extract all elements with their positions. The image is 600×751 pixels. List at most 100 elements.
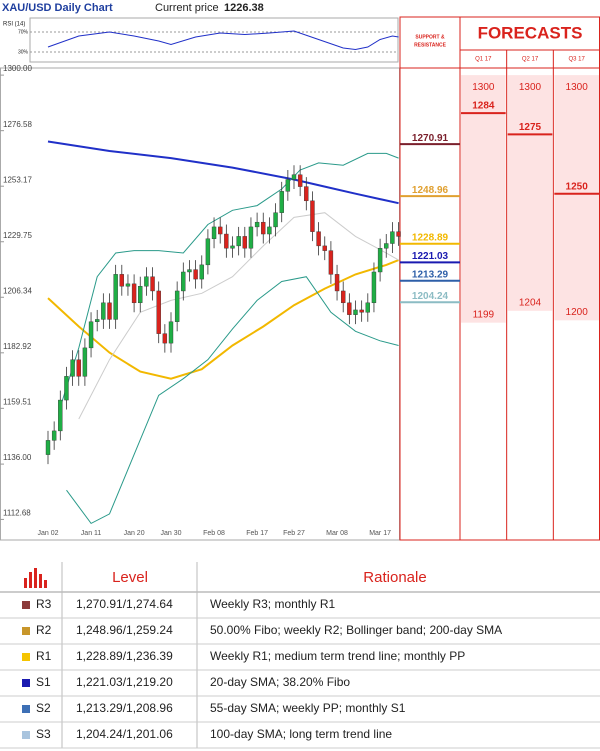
candle-body bbox=[150, 276, 155, 292]
candle-body bbox=[242, 236, 248, 249]
y-tick-label: 1182.92 bbox=[3, 342, 32, 351]
candle-body bbox=[230, 245, 235, 249]
candle-body bbox=[328, 250, 334, 275]
row-label: S2 bbox=[36, 701, 51, 715]
candle-body bbox=[45, 440, 51, 455]
y-tick-label: 1300.00 bbox=[3, 64, 32, 73]
candle-body bbox=[119, 274, 125, 287]
y-tick-label: 1276.58 bbox=[3, 120, 32, 129]
x-tick-label: Feb 27 bbox=[283, 530, 305, 537]
table-header: Level bbox=[112, 569, 148, 586]
candle-body bbox=[107, 302, 112, 320]
candle-body bbox=[70, 359, 75, 377]
x-tick-label: Jan 20 bbox=[124, 530, 145, 537]
indicator-line bbox=[66, 276, 399, 525]
candle-body bbox=[174, 290, 180, 322]
candle-body bbox=[322, 245, 327, 251]
candle-body bbox=[82, 347, 88, 377]
candle-body bbox=[156, 290, 161, 334]
candle-body bbox=[193, 269, 198, 280]
candle-body bbox=[371, 271, 377, 304]
rsi-tick-label: 70% bbox=[18, 29, 29, 35]
candle-body bbox=[359, 309, 364, 313]
row-rationale: 50.00% Fibo; weekly R2; Bollinger band; … bbox=[210, 623, 502, 637]
forecast-period: Q2 17 bbox=[522, 57, 539, 63]
y-tick-label: 1229.75 bbox=[3, 231, 32, 240]
chart-title: XAU/USD Daily Chart bbox=[2, 2, 113, 14]
swatch bbox=[22, 679, 30, 687]
y-tick-label: 1253.17 bbox=[3, 175, 32, 184]
candle-body bbox=[353, 309, 358, 315]
levels-title: RESISTANCE bbox=[414, 42, 447, 48]
level-label: 1221.03 bbox=[412, 251, 449, 262]
levels-title: SUPPORT & bbox=[415, 34, 445, 40]
price-label: Current price bbox=[155, 2, 219, 14]
indicator-line bbox=[47, 30, 399, 51]
candle-body bbox=[236, 236, 241, 247]
candle-body bbox=[254, 221, 260, 228]
row-label: S1 bbox=[36, 675, 51, 689]
forecasts-title: FORECASTS bbox=[478, 23, 583, 42]
row-level: 1,213.29/1,208.96 bbox=[76, 701, 173, 715]
row-label: S3 bbox=[36, 727, 51, 741]
candle-body bbox=[285, 179, 291, 192]
forecast-high-label: 1284 bbox=[472, 101, 495, 112]
y-tick-label: 1206.34 bbox=[3, 286, 32, 295]
forecast-period: Q3 17 bbox=[568, 57, 585, 63]
forecast-high-label: 1250 bbox=[566, 181, 589, 192]
candle-body bbox=[365, 302, 370, 313]
row-label: R2 bbox=[36, 623, 52, 637]
x-tick-label: Jan 02 bbox=[37, 530, 58, 537]
row-label: R1 bbox=[36, 649, 52, 663]
swatch bbox=[22, 601, 30, 609]
table-header: Rationale bbox=[363, 569, 426, 586]
candle-body bbox=[316, 231, 321, 247]
x-tick-label: Mar 17 bbox=[369, 530, 391, 537]
rsi-tick-label: 30% bbox=[18, 49, 29, 55]
x-tick-label: Mar 08 bbox=[326, 530, 348, 537]
candle-body bbox=[261, 221, 266, 235]
candle-body bbox=[248, 226, 254, 249]
forecast-low-label: 1200 bbox=[566, 307, 589, 318]
y-tick-label: 1112.68 bbox=[3, 509, 31, 518]
candle-body bbox=[217, 226, 223, 235]
candle-body bbox=[291, 174, 297, 180]
forecast-high-label: 1275 bbox=[519, 122, 542, 133]
candle-body bbox=[334, 274, 340, 292]
candle-body bbox=[138, 286, 143, 304]
candle-body bbox=[341, 290, 346, 304]
forecast-range bbox=[507, 75, 553, 311]
candle-body bbox=[187, 269, 192, 273]
level-label: 1204.24 bbox=[412, 291, 449, 302]
candle-body bbox=[390, 231, 395, 244]
y-tick-label: 1136.00 bbox=[3, 453, 32, 462]
forecast-top: 1300 bbox=[472, 82, 495, 93]
swatch bbox=[22, 731, 30, 739]
candle-body bbox=[168, 321, 174, 344]
candle-body bbox=[125, 283, 131, 287]
table-icon bbox=[24, 568, 47, 588]
forecast-top: 1300 bbox=[566, 82, 589, 93]
candle-body bbox=[211, 226, 217, 239]
indicator-line bbox=[47, 259, 399, 380]
candle-body bbox=[144, 276, 149, 287]
candle-body bbox=[58, 399, 63, 432]
row-level: 1,221.03/1,219.20 bbox=[76, 675, 173, 689]
candle-body bbox=[297, 174, 303, 187]
candle-body bbox=[273, 212, 278, 228]
candle-body bbox=[205, 238, 211, 266]
indicator-line bbox=[78, 212, 399, 420]
row-label: R3 bbox=[36, 597, 52, 611]
candle-body bbox=[88, 321, 94, 349]
candle-body bbox=[113, 274, 118, 320]
candle-body bbox=[304, 186, 309, 202]
indicator-line bbox=[59, 152, 399, 408]
candle-body bbox=[396, 231, 401, 237]
candle-body bbox=[181, 271, 186, 292]
row-level: 1,270.91/1,274.64 bbox=[76, 597, 173, 611]
x-tick-label: Jan 30 bbox=[160, 530, 181, 537]
forecast-top: 1300 bbox=[519, 82, 542, 93]
level-label: 1228.89 bbox=[412, 232, 449, 243]
y-tick-label: 1159.51 bbox=[3, 397, 32, 406]
